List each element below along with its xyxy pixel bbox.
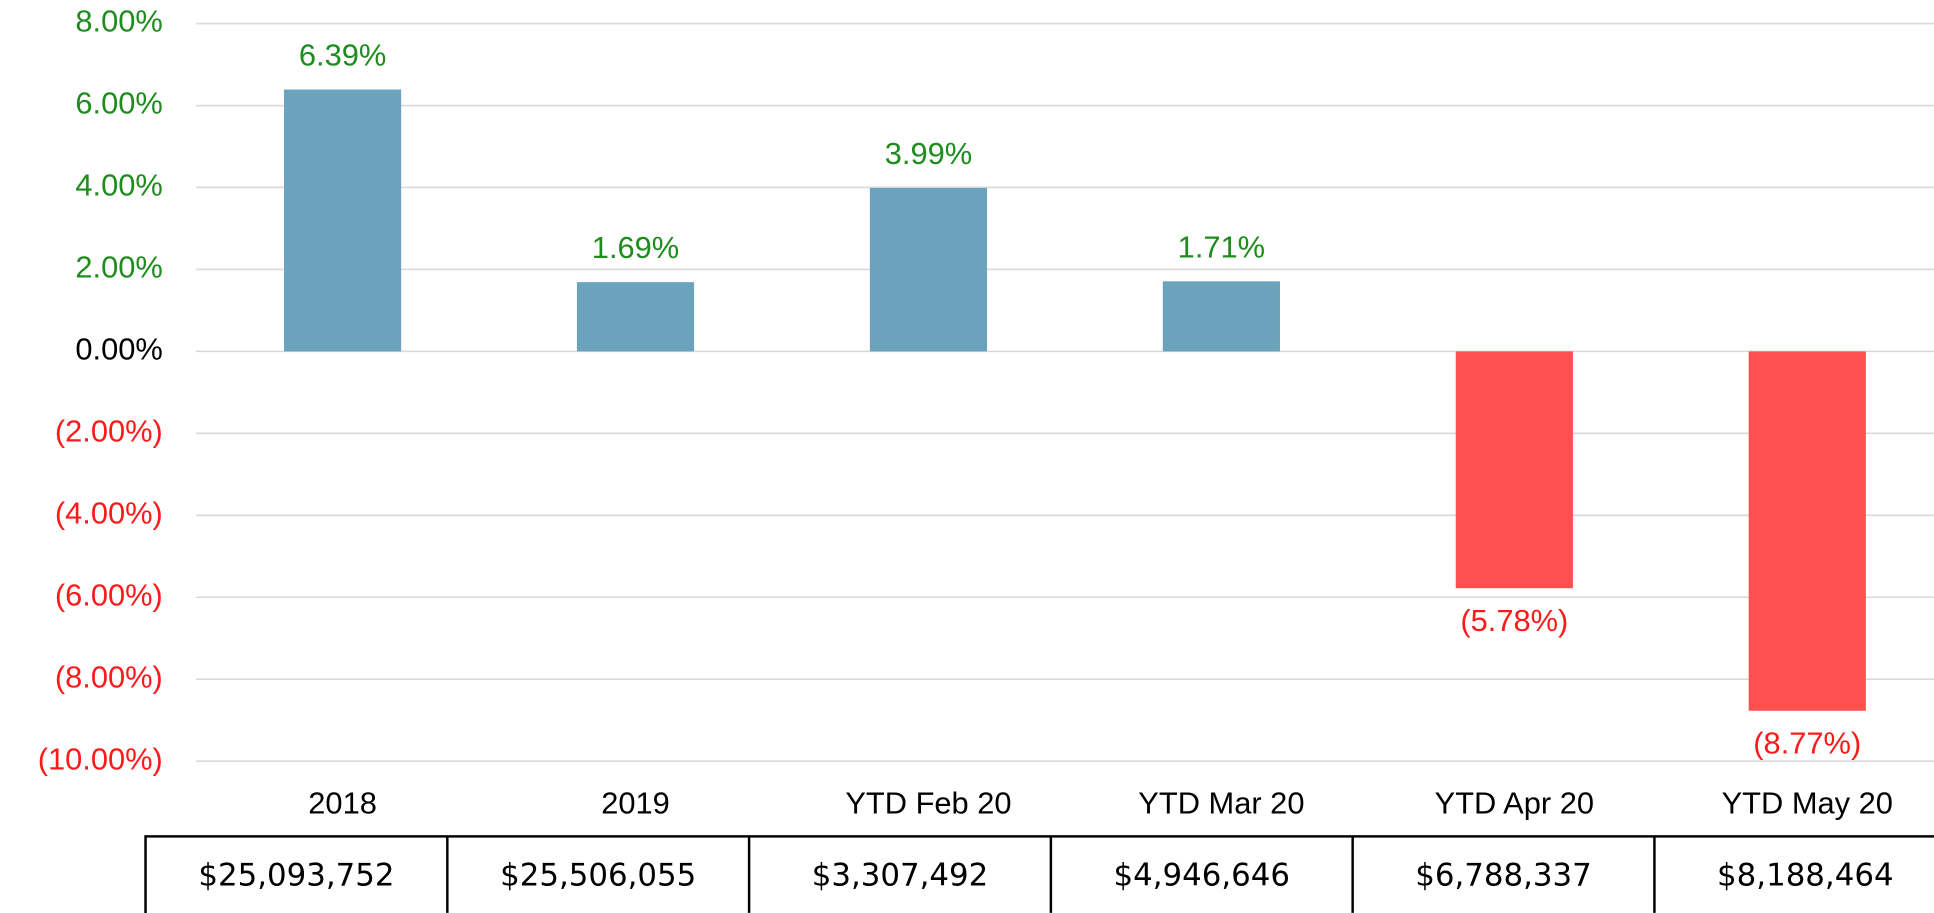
y-tick-label: 4.00% <box>75 168 162 203</box>
x-tick-label: YTD May 20 <box>1722 786 1893 821</box>
bar <box>1162 281 1280 352</box>
data-label: (5.78%) <box>1460 603 1568 638</box>
bar <box>869 187 988 352</box>
x-tick-label: 2018 <box>308 786 377 821</box>
y-tick-label: 2.00% <box>75 250 162 285</box>
x-tick-label: YTD Feb 20 <box>845 786 1011 821</box>
y-tick-label: 0.00% <box>75 332 162 367</box>
table-cell: $8,188,464 <box>1717 858 1894 894</box>
y-tick-label: (2.00%) <box>55 413 163 448</box>
y-tick-label: (8.00%) <box>55 659 163 694</box>
data-label: 3.99% <box>885 136 972 171</box>
data-label: (8.77%) <box>1753 725 1861 760</box>
y-tick-label: (6.00%) <box>55 577 163 612</box>
table-cell: $25,093,752 <box>198 858 394 894</box>
bar <box>1748 351 1866 711</box>
table-cell: $4,946,646 <box>1114 858 1291 894</box>
table-cell: $3,307,492 <box>812 858 989 894</box>
x-tick-label: 2019 <box>601 786 670 821</box>
y-tick-label: 6.00% <box>75 86 162 121</box>
bar <box>1455 351 1573 589</box>
x-tick-label: YTD Mar 20 <box>1138 786 1304 821</box>
bar <box>576 282 695 352</box>
data-label: 6.39% <box>299 38 386 73</box>
bar <box>283 89 402 352</box>
data-label: 1.69% <box>592 230 679 265</box>
y-tick-label: (4.00%) <box>55 495 163 530</box>
table-cell: $6,788,337 <box>1415 858 1592 894</box>
y-tick-label: 8.00% <box>75 4 162 39</box>
data-label: 1.71% <box>1178 229 1265 264</box>
x-tick-label: YTD Apr 20 <box>1435 786 1594 821</box>
table-cell: $25,506,055 <box>500 858 696 894</box>
table-border <box>144 835 1934 913</box>
y-tick-label: (10.00%) <box>38 741 163 776</box>
